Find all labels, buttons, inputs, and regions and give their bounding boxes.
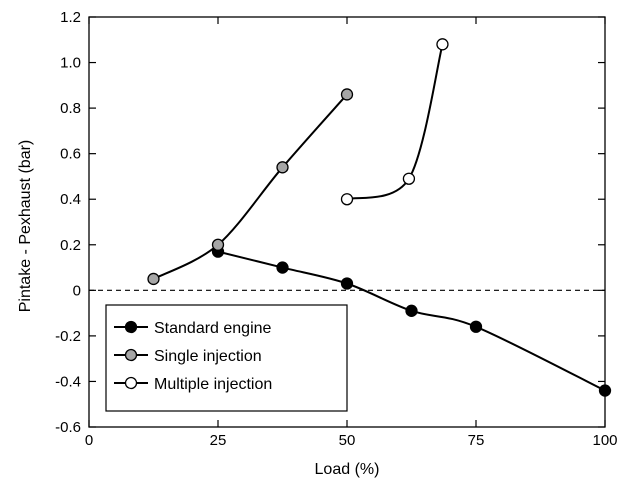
data-point-series-2 bbox=[340, 193, 354, 206]
data-point-series-1 bbox=[211, 238, 225, 251]
y-tick-label: -0.4 bbox=[55, 373, 81, 390]
data-point-series-2 bbox=[402, 172, 416, 185]
legend-marker-2 bbox=[124, 376, 138, 390]
data-point-series-2 bbox=[436, 38, 449, 51]
x-tick-label: 25 bbox=[210, 432, 227, 449]
data-point-series-0 bbox=[405, 304, 418, 317]
legend-box bbox=[105, 304, 348, 412]
legend-marker-0 bbox=[124, 320, 138, 334]
data-point-series-1 bbox=[147, 272, 160, 286]
series-line-2 bbox=[346, 44, 444, 201]
y-tick-label: 1.2 bbox=[60, 9, 81, 26]
data-point-series-0 bbox=[469, 320, 483, 333]
legend-marker-1 bbox=[124, 348, 138, 362]
y-tick-label: 0.8 bbox=[60, 100, 81, 117]
legend-label-2: Multiple injection bbox=[154, 376, 272, 393]
y-tick-label: 0 bbox=[73, 282, 81, 299]
y-tick-label: 0.2 bbox=[60, 237, 81, 254]
data-point-series-0 bbox=[340, 277, 354, 290]
x-tick-label: 75 bbox=[468, 432, 485, 449]
legend-label-1: Single injection bbox=[154, 348, 262, 365]
y-tick-label: 1.0 bbox=[60, 55, 81, 72]
y-tick-label: -0.2 bbox=[55, 328, 81, 345]
x-tick-label: 0 bbox=[85, 432, 93, 449]
x-tick-label: 100 bbox=[592, 432, 617, 449]
y-axis-label: Pintake - Pexhaust (bar) bbox=[17, 140, 34, 313]
data-point-series-1 bbox=[340, 88, 354, 101]
y-tick-label: -0.6 bbox=[55, 419, 81, 436]
x-axis-label: Load (%) bbox=[315, 461, 380, 478]
data-point-series-0 bbox=[598, 384, 612, 397]
y-tick-label: 0.4 bbox=[60, 191, 81, 208]
legend-label-0: Standard engine bbox=[154, 320, 272, 337]
x-tick-label: 50 bbox=[339, 432, 356, 449]
data-point-series-1 bbox=[276, 161, 289, 174]
y-tick-label: 0.6 bbox=[60, 146, 81, 163]
data-point-series-0 bbox=[276, 261, 289, 274]
plot-area: 0 25 50 75 100 -0.6 -0.4 -0.2 0 0.2 0.4 0.6 0.8 1.0 1.… bbox=[55, 9, 617, 449]
series-line-1 bbox=[153, 93, 348, 280]
